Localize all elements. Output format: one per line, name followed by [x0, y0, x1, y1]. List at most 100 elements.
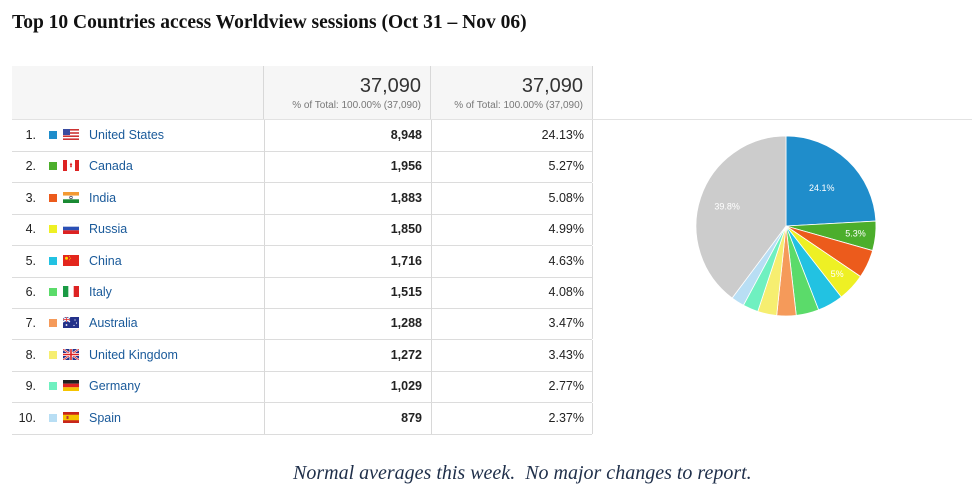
row-rank: 5.	[25, 253, 36, 268]
sessions-pie-chart: 24.1% 5.3% 5% 39.8%	[695, 135, 877, 317]
de-flag-icon	[63, 380, 79, 392]
summary-note: Normal averages this week. No major chan…	[293, 462, 752, 484]
country-link[interactable]: Spain	[89, 410, 121, 425]
percent-value: 24.13%	[541, 128, 584, 142]
sessions-value: 1,850	[390, 222, 422, 237]
percent-value: 2.37%	[548, 410, 584, 425]
sessions-cell: 8,948	[264, 120, 432, 151]
au-flag-icon	[63, 317, 79, 329]
percent-cell: 5.27%	[431, 151, 593, 183]
sessions-value: 1,956	[390, 159, 422, 174]
sessions-value: 1,883	[390, 190, 422, 205]
table-row: 4. Russia 1,850 4.99%	[12, 214, 593, 247]
table-row: 6. Italy 1,515 4.08%	[12, 277, 593, 309]
table-row: 3. India 1,883 5.08%	[12, 182, 593, 215]
percent-cell: 4.08%	[431, 277, 593, 308]
percent-value: 5.08%	[548, 190, 584, 205]
country-link[interactable]: India	[89, 190, 117, 205]
percent-cell: 3.43%	[431, 339, 593, 371]
row-rank: 1.	[25, 128, 36, 142]
sessions-value: 1,272	[390, 347, 422, 362]
country-link[interactable]: United Kingdom	[89, 347, 178, 362]
cn-flag-icon	[63, 254, 79, 266]
table-row: 9. Germany 1,029 2.77%	[12, 371, 593, 404]
header-divider	[12, 119, 972, 120]
sessions-total-sub: % of Total: 100.00% (37,090)	[292, 100, 421, 111]
percent-value: 4.99%	[548, 222, 584, 237]
series-color-swatch	[49, 162, 57, 171]
sessions-cell: 1,272	[264, 339, 432, 371]
percent-value: 5.27%	[548, 159, 584, 174]
sessions-total: 37,090	[359, 75, 421, 97]
percent-cell: 3.47%	[431, 308, 593, 340]
sessions-cell: 1,883	[264, 182, 432, 214]
sessions-cell: 1,850	[264, 214, 432, 246]
table-row: 2. Canada 1,956 5.27%	[12, 151, 593, 184]
ca-flag-icon	[63, 160, 79, 172]
pie-slice-united-states	[785, 135, 877, 227]
row-rank: 4.	[25, 222, 36, 237]
row-rank: 2.	[25, 159, 36, 174]
series-color-swatch	[49, 382, 57, 391]
percent-value: 3.43%	[548, 347, 584, 362]
table-row: 8. United Kingdom 1,272 3.43%	[12, 339, 593, 372]
percent-total: 37,090	[521, 75, 583, 97]
sessions-value: 1,288	[390, 316, 422, 331]
row-rank: 10.	[18, 410, 36, 425]
country-link[interactable]: Australia	[89, 316, 138, 331]
series-color-swatch	[49, 256, 57, 265]
es-flag-icon	[63, 411, 79, 423]
percent-cell: 2.37%	[431, 402, 593, 434]
row-rank: 3.	[25, 190, 36, 205]
page-title: Top 10 Countries access Worldview sessio…	[12, 12, 527, 33]
sessions-value: 1,716	[390, 253, 422, 268]
series-color-swatch	[49, 288, 57, 296]
series-color-swatch	[49, 225, 57, 234]
table-row: 10. Spain 879 2.37%	[12, 402, 593, 435]
country-link[interactable]: Italy	[89, 285, 112, 299]
percent-total-sub: % of Total: 100.00% (37,090)	[454, 100, 583, 111]
header-percent-cell: 37,090 % of Total: 100.00% (37,090)	[431, 66, 593, 119]
percent-cell: 4.63%	[431, 245, 593, 277]
series-color-swatch	[49, 193, 57, 202]
country-link[interactable]: China	[89, 253, 122, 268]
in-flag-icon	[63, 191, 79, 203]
uk-flag-icon	[63, 348, 79, 360]
header-country-cell	[12, 66, 264, 119]
row-rank: 9.	[25, 379, 36, 394]
country-link[interactable]: United States	[89, 128, 165, 142]
pie-slice-other	[695, 135, 787, 299]
sessions-cell: 1,716	[264, 245, 432, 277]
percent-value: 2.77%	[548, 379, 584, 394]
sessions-cell: 1,515	[264, 277, 432, 308]
country-link[interactable]: Canada	[89, 159, 133, 174]
sessions-value: 8,948	[390, 128, 422, 142]
sessions-cell: 1,956	[264, 151, 432, 183]
series-color-swatch	[49, 350, 57, 359]
percent-value: 4.08%	[548, 285, 584, 299]
table-row: 1. United States 8,948 24.13%	[12, 120, 593, 152]
pie-label-other: 39.8%	[714, 201, 740, 211]
series-color-swatch	[49, 319, 57, 328]
row-rank: 6.	[25, 285, 36, 299]
row-rank: 7.	[25, 316, 36, 331]
series-color-swatch	[49, 413, 57, 422]
sessions-cell: 1,288	[264, 308, 432, 340]
series-color-swatch	[49, 131, 57, 139]
table-row: 5. China 1,716 4.63%	[12, 245, 593, 278]
percent-cell: 4.99%	[431, 214, 593, 246]
sessions-cell: 879	[264, 402, 432, 434]
sessions-value: 1,515	[390, 285, 422, 299]
table-header: 37,090 % of Total: 100.00% (37,090) 37,0…	[12, 66, 593, 119]
country-link[interactable]: Germany	[89, 379, 141, 394]
it-flag-icon	[63, 286, 79, 297]
percent-value: 4.63%	[548, 253, 584, 268]
sessions-value: 879	[401, 410, 422, 425]
row-rank: 8.	[25, 347, 36, 362]
country-link[interactable]: Russia	[89, 222, 128, 237]
us-flag-icon	[63, 129, 79, 140]
ru-flag-icon	[63, 223, 79, 235]
sessions-value: 1,029	[390, 379, 422, 394]
header-sessions-cell: 37,090 % of Total: 100.00% (37,090)	[264, 66, 431, 119]
pie-label: 24.1%	[809, 183, 835, 193]
